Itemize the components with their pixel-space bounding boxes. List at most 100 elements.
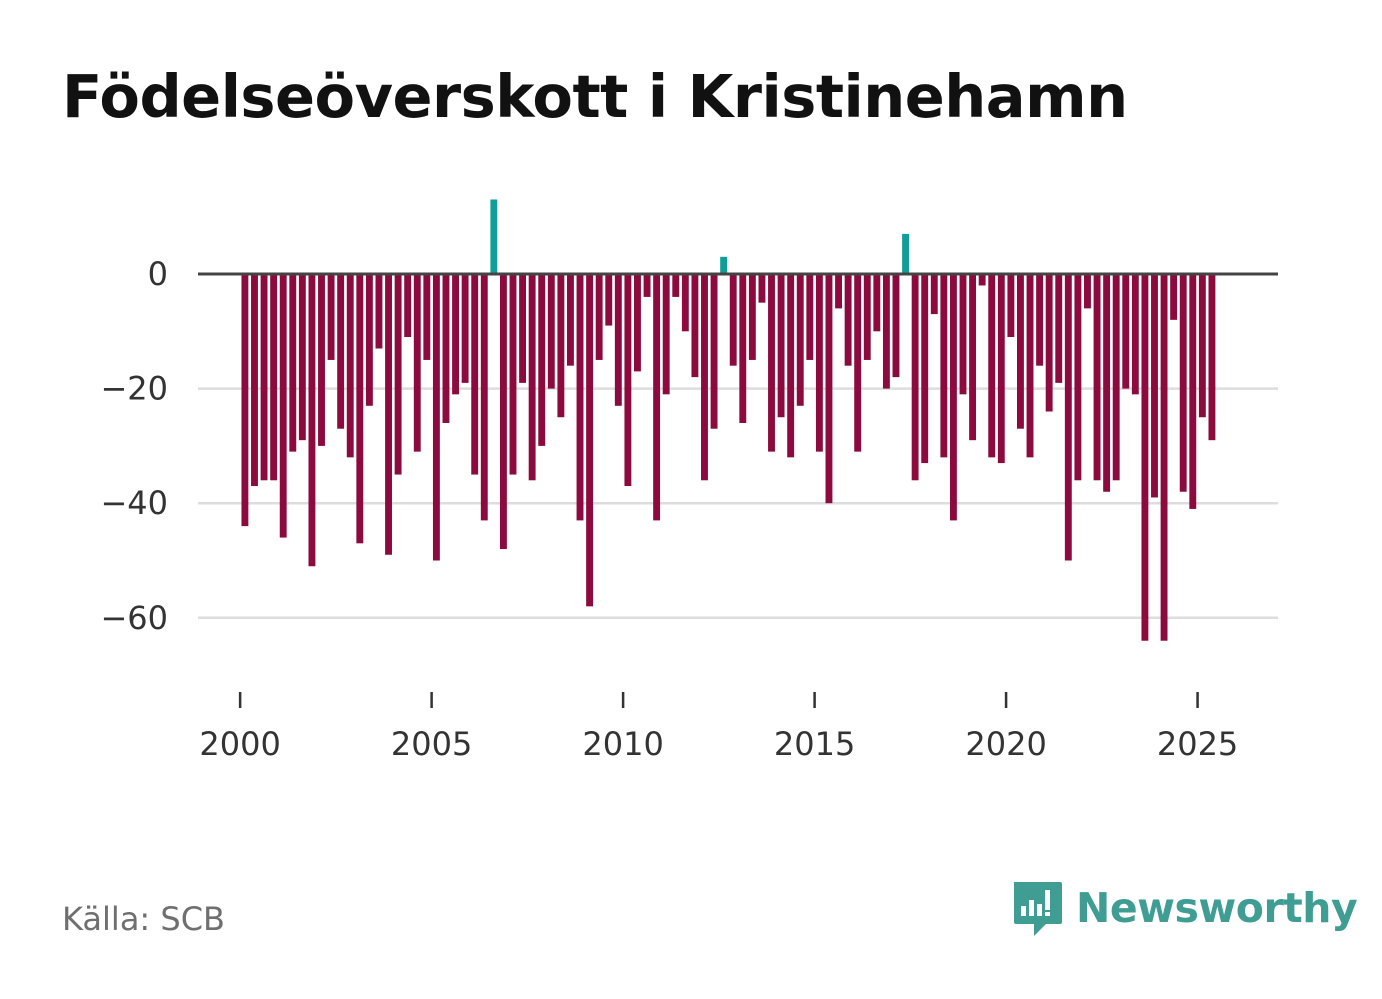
bar: [547, 274, 555, 389]
bar: [1064, 274, 1072, 561]
bar: [863, 274, 871, 360]
bar: [787, 274, 795, 458]
bar: [499, 274, 507, 550]
bar: [691, 274, 699, 378]
newsworthy-logo: Newsworthy: [1010, 878, 1358, 938]
bar: [825, 274, 833, 504]
bar: [1026, 274, 1034, 458]
bar: [567, 274, 574, 366]
bar: [452, 274, 459, 395]
bar: [490, 199, 498, 274]
bar: [873, 274, 881, 332]
x-tick-label: 2010: [582, 725, 663, 763]
y-tick-label: −40: [100, 484, 168, 522]
bar: [729, 274, 737, 366]
bar: [413, 274, 421, 452]
bar: [1045, 274, 1053, 412]
y-tick-label: 0: [148, 255, 168, 293]
bar: [796, 274, 804, 406]
bar: [308, 274, 316, 567]
bar: [365, 274, 373, 406]
bar: [1055, 274, 1063, 383]
bar: [557, 274, 565, 418]
bar: [327, 274, 335, 360]
bar: [854, 274, 862, 452]
bar: [815, 274, 823, 452]
bar: [318, 274, 325, 446]
bar: [1122, 274, 1130, 389]
bar: [480, 274, 488, 521]
source-note: Källa: SCB: [62, 900, 225, 938]
bar: [1189, 274, 1197, 509]
bar: [241, 274, 249, 527]
x-tick-label: 2000: [199, 725, 280, 763]
bar-chart-speech-bubble-icon: [1014, 882, 1062, 936]
bar: [614, 274, 622, 406]
bar: [346, 274, 354, 458]
bar: [1151, 274, 1158, 498]
bar: [643, 274, 651, 297]
bar: [978, 274, 986, 286]
bar: [949, 274, 957, 521]
bar: [385, 274, 392, 555]
bar: [720, 256, 728, 274]
bar: [940, 274, 948, 458]
bar: [289, 274, 297, 452]
bar: [519, 274, 527, 383]
bar: [739, 274, 747, 423]
bar: [260, 274, 268, 481]
bar: [758, 274, 766, 303]
bar: [701, 274, 708, 481]
bar: [969, 274, 977, 441]
bar: [882, 274, 890, 389]
bar: [298, 274, 306, 441]
bar: [997, 274, 1005, 464]
bar: [1112, 274, 1120, 481]
bar: [1074, 274, 1082, 481]
bar: [844, 274, 852, 366]
bar: [538, 274, 546, 446]
chart-title: Födelseöverskott i Kristinehamn: [62, 62, 1128, 131]
bar: [988, 274, 996, 458]
bar: [432, 274, 440, 561]
bar: [768, 274, 775, 452]
bar: [528, 274, 536, 481]
bar: [653, 274, 661, 521]
bar: [576, 274, 584, 521]
bar: [356, 274, 364, 544]
bar: [404, 274, 412, 338]
bar: [681, 274, 689, 332]
bar: [634, 274, 641, 372]
bar: [337, 274, 345, 429]
bar: [710, 274, 718, 429]
y-tick-label: −20: [100, 370, 168, 408]
bar: [662, 274, 670, 395]
bar: [1093, 274, 1101, 481]
bar: [251, 274, 258, 487]
bar: [423, 274, 431, 360]
bar: [1141, 274, 1149, 641]
bar: [1131, 274, 1139, 395]
bar: [471, 274, 479, 475]
bar: [806, 274, 814, 360]
bar: [1160, 274, 1168, 641]
bar: [394, 274, 402, 475]
bar: [461, 274, 469, 383]
bar: [1179, 274, 1187, 492]
bar: [509, 274, 517, 475]
bar: [375, 274, 383, 349]
x-tick-label: 2015: [774, 725, 855, 763]
bar: [1017, 274, 1024, 429]
x-tick-label: 2020: [965, 725, 1046, 763]
bar: [777, 274, 785, 418]
brand-name: Newsworthy: [1076, 884, 1358, 932]
bar: [586, 274, 594, 607]
bar: [911, 274, 919, 481]
bar: [624, 274, 632, 487]
bar: [1208, 274, 1216, 441]
bar: [930, 274, 938, 315]
x-tick-label: 2005: [391, 725, 472, 763]
bar: [595, 274, 603, 360]
